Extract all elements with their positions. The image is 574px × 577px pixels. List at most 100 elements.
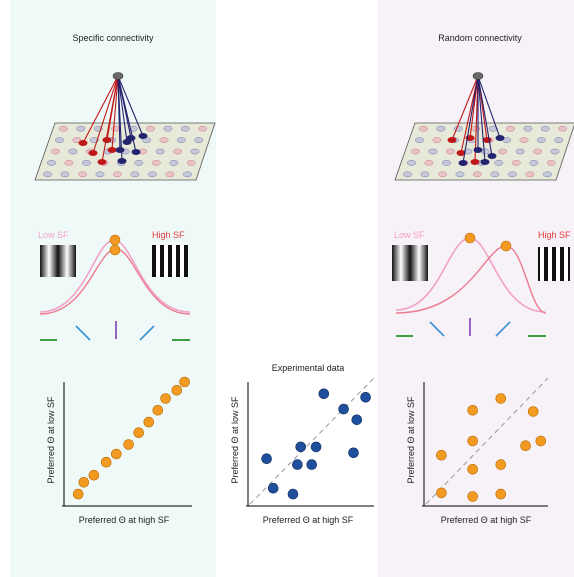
neuron-cell: [445, 148, 455, 155]
data-point: [351, 414, 363, 426]
neuron-cell: [424, 160, 434, 166]
data-point: [338, 403, 349, 415]
neuron-cell: [554, 137, 564, 143]
experimental-y-axis-label: Preferred Θ at low SF: [230, 396, 240, 484]
neuron-cell: [47, 160, 56, 166]
connected-neuron: [480, 159, 490, 165]
neuron-cell: [432, 137, 442, 143]
neuron-cell: [64, 160, 74, 166]
neuron-cell: [411, 148, 420, 155]
data-point: [78, 476, 90, 488]
data-point: [520, 440, 531, 452]
neuron-cell: [508, 171, 517, 178]
connection-line: [82, 75, 119, 144]
data-point: [495, 459, 507, 470]
neuron-cell: [72, 137, 82, 143]
neuron-cell: [190, 148, 200, 155]
connection-line: [477, 75, 501, 139]
connected-neuron: [97, 159, 107, 165]
neuron-cell: [182, 171, 192, 178]
neuron-cell: [176, 137, 186, 143]
data-point: [467, 404, 479, 416]
neuron-cell: [523, 125, 533, 132]
neuron-cell: [415, 137, 424, 143]
neuron-cell: [494, 160, 504, 166]
connection-line: [460, 75, 479, 154]
low-sf-label: Low SF: [38, 230, 69, 240]
data-point: [360, 391, 371, 403]
neuron-cell: [540, 125, 550, 132]
connected-neuron: [107, 147, 117, 153]
neuron-cell: [51, 148, 60, 155]
scatter-plot-3: [422, 377, 549, 507]
neuron-cell: [130, 171, 140, 178]
neuron-cell: [428, 148, 438, 155]
neuron-cell: [78, 171, 87, 178]
connection-line: [92, 75, 119, 154]
preferred-orientation-marker: [500, 240, 512, 252]
neuron-cell: [455, 171, 465, 178]
neuron-cell: [506, 125, 515, 132]
data-point: [495, 488, 507, 500]
data-point: [160, 393, 171, 404]
preferred-orientation-marker: [464, 232, 476, 244]
neuron-cell: [550, 148, 560, 155]
neuron-cell: [194, 137, 204, 143]
neuron-cell: [519, 137, 529, 143]
neuron-cell: [173, 148, 183, 155]
high-sf-label: High SF: [538, 230, 571, 240]
neuron-cell: [498, 148, 508, 155]
connection-line: [477, 75, 486, 163]
experimental-title: Experimental data: [272, 363, 345, 373]
neuron-cell: [403, 171, 412, 178]
neuron-cell: [163, 125, 173, 132]
data-point: [467, 491, 479, 502]
specific-connectivity-panel: [10, 0, 216, 577]
neuron-cell: [169, 160, 179, 166]
neuron-cell: [418, 125, 428, 132]
connection-line: [462, 75, 479, 164]
neuron-cell: [525, 171, 535, 178]
neuron-cell: [537, 137, 546, 143]
data-point: [100, 456, 112, 468]
data-point: [318, 388, 330, 400]
neuron-cell: [407, 160, 416, 166]
connected-neuron: [495, 135, 505, 141]
high-sf-label: High SF: [152, 230, 185, 240]
neuron-cell: [151, 160, 161, 166]
neuron-cell: [180, 125, 190, 132]
data-point: [467, 435, 479, 447]
neuron-cell: [43, 171, 52, 178]
identity-line: [249, 377, 375, 505]
neuron-cell: [55, 137, 64, 143]
scatter-plot-1: [62, 376, 192, 507]
neuron-cell: [438, 171, 447, 178]
data-point: [72, 488, 84, 500]
data-point: [287, 488, 299, 500]
neuron-cell: [490, 171, 500, 178]
specific-x-axis-label: Preferred Θ at high SF: [79, 515, 170, 525]
data-point: [495, 393, 507, 404]
data-point: [306, 459, 318, 470]
low-sf-grating: [392, 245, 428, 281]
neuron-cell: [436, 125, 446, 132]
connection-line: [451, 75, 479, 141]
neuron-cell: [68, 148, 78, 155]
neuron-cell: [511, 160, 521, 166]
neuron-cell: [529, 160, 539, 166]
data-point: [436, 487, 447, 499]
target-neuron: [472, 72, 484, 80]
connected-neuron: [102, 137, 112, 143]
neuron-cell: [515, 148, 525, 155]
high-sf-grating: [538, 247, 570, 281]
specific-tuning-curves: Low SF High SF: [38, 230, 191, 341]
data-point: [261, 453, 272, 465]
scatter-plot-2: [246, 377, 375, 507]
connected-neuron: [456, 150, 466, 156]
neuron-cell: [165, 171, 175, 178]
neuron-cell: [134, 160, 144, 166]
preferred-orientation-marker: [109, 234, 121, 246]
connected-neuron: [88, 150, 98, 156]
neuron-cell: [95, 171, 105, 178]
